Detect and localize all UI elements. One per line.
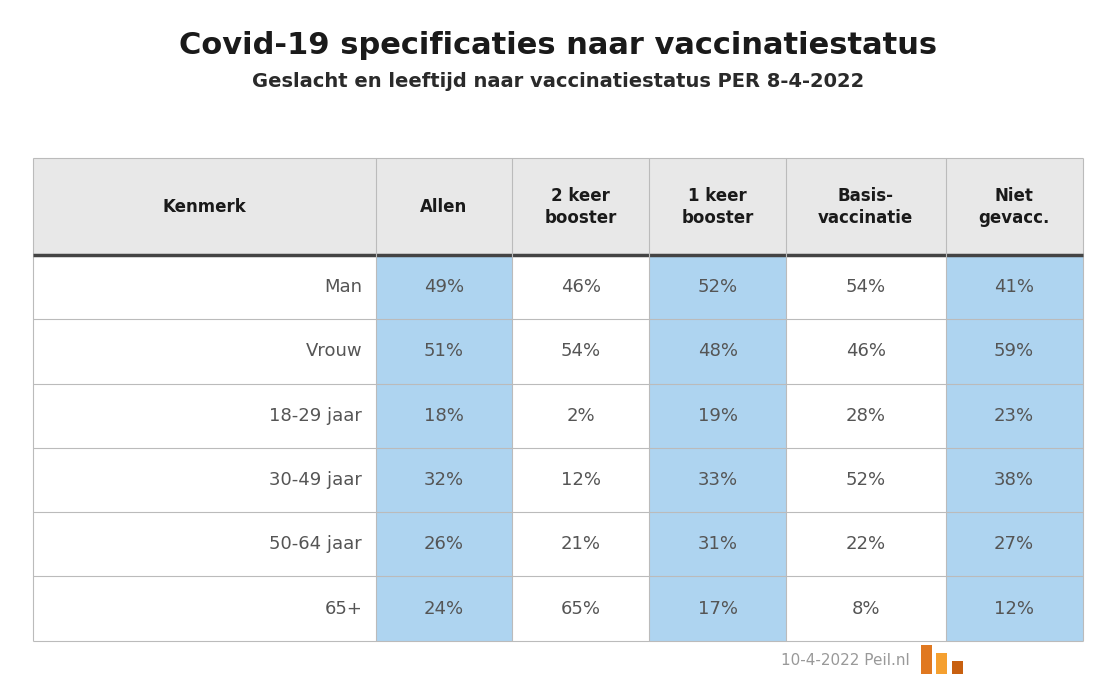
Text: 59%: 59% xyxy=(994,342,1035,360)
Text: 12%: 12% xyxy=(561,471,600,489)
Bar xyxy=(786,255,945,319)
Bar xyxy=(512,512,650,577)
Text: 38%: 38% xyxy=(994,471,1035,489)
Text: 33%: 33% xyxy=(698,471,738,489)
Text: 65+: 65+ xyxy=(325,599,363,617)
Bar xyxy=(650,384,786,448)
Bar xyxy=(945,384,1083,448)
Text: 17%: 17% xyxy=(698,599,738,617)
Text: Allen: Allen xyxy=(421,198,468,216)
Bar xyxy=(945,319,1083,384)
Bar xyxy=(952,661,963,674)
Text: 18%: 18% xyxy=(424,407,464,424)
Bar xyxy=(512,319,650,384)
Bar xyxy=(650,448,786,512)
Bar xyxy=(512,255,650,319)
Bar xyxy=(376,319,512,384)
Text: 51%: 51% xyxy=(424,342,464,360)
Text: 31%: 31% xyxy=(698,535,738,553)
Bar xyxy=(33,158,376,255)
Text: Basis-
vaccinatie: Basis- vaccinatie xyxy=(818,187,914,227)
Bar xyxy=(376,577,512,641)
Text: Kenmerk: Kenmerk xyxy=(163,198,247,216)
Text: 12%: 12% xyxy=(994,599,1035,617)
Text: 18-29 jaar: 18-29 jaar xyxy=(269,407,363,424)
Bar xyxy=(376,448,512,512)
Text: Geslacht en leeftijd naar vaccinatiestatus PER 8-4-2022: Geslacht en leeftijd naar vaccinatiestat… xyxy=(252,72,864,92)
Bar xyxy=(945,255,1083,319)
Bar xyxy=(650,255,786,319)
Bar xyxy=(512,158,650,255)
Bar xyxy=(33,255,376,319)
Text: 46%: 46% xyxy=(846,342,886,360)
Text: 30-49 jaar: 30-49 jaar xyxy=(269,471,363,489)
Bar xyxy=(786,448,945,512)
Text: 41%: 41% xyxy=(994,278,1035,296)
Bar xyxy=(33,384,376,448)
Bar xyxy=(512,577,650,641)
Text: 2%: 2% xyxy=(567,407,595,424)
Bar xyxy=(936,653,947,674)
Text: 46%: 46% xyxy=(561,278,600,296)
Bar xyxy=(650,158,786,255)
Bar xyxy=(921,645,932,674)
Bar xyxy=(376,255,512,319)
Bar xyxy=(650,512,786,577)
Text: 50-64 jaar: 50-64 jaar xyxy=(269,535,363,553)
Text: 65%: 65% xyxy=(561,599,600,617)
Text: 52%: 52% xyxy=(698,278,738,296)
Text: 54%: 54% xyxy=(846,278,886,296)
Bar xyxy=(650,577,786,641)
Text: 27%: 27% xyxy=(994,535,1035,553)
Bar xyxy=(33,319,376,384)
Text: Covid-19 specificaties naar vaccinatiestatus: Covid-19 specificaties naar vaccinatiest… xyxy=(179,31,937,60)
Bar xyxy=(33,448,376,512)
Bar xyxy=(33,577,376,641)
Text: 2 keer
booster: 2 keer booster xyxy=(545,187,617,227)
Bar xyxy=(376,158,512,255)
Bar xyxy=(786,512,945,577)
Text: 32%: 32% xyxy=(424,471,464,489)
Text: 22%: 22% xyxy=(846,535,886,553)
Bar xyxy=(786,319,945,384)
Bar xyxy=(33,512,376,577)
Text: 24%: 24% xyxy=(424,599,464,617)
Text: Man: Man xyxy=(324,278,363,296)
Text: Niet
gevacc.: Niet gevacc. xyxy=(979,187,1050,227)
Bar xyxy=(786,384,945,448)
Text: 10-4-2022 Peil.nl: 10-4-2022 Peil.nl xyxy=(781,652,910,668)
Bar xyxy=(512,448,650,512)
Bar xyxy=(786,577,945,641)
Bar xyxy=(650,319,786,384)
Bar xyxy=(512,384,650,448)
Bar xyxy=(945,577,1083,641)
Text: 19%: 19% xyxy=(698,407,738,424)
Text: 54%: 54% xyxy=(560,342,600,360)
Text: 23%: 23% xyxy=(994,407,1035,424)
Text: Vrouw: Vrouw xyxy=(306,342,363,360)
Text: 8%: 8% xyxy=(852,599,881,617)
Bar xyxy=(786,158,945,255)
Bar xyxy=(945,448,1083,512)
Text: 28%: 28% xyxy=(846,407,886,424)
Bar xyxy=(376,512,512,577)
Bar xyxy=(945,158,1083,255)
Text: 1 keer
booster: 1 keer booster xyxy=(682,187,753,227)
Text: 52%: 52% xyxy=(846,471,886,489)
Text: 49%: 49% xyxy=(424,278,464,296)
Text: 21%: 21% xyxy=(561,535,600,553)
Bar xyxy=(376,384,512,448)
Text: 48%: 48% xyxy=(698,342,738,360)
Text: 26%: 26% xyxy=(424,535,464,553)
Bar xyxy=(945,512,1083,577)
